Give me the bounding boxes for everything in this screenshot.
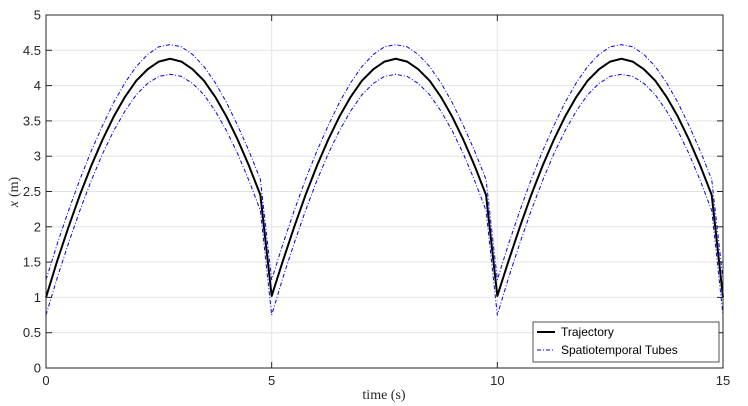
grid xyxy=(46,15,723,368)
y-tick-label-4: 2 xyxy=(34,219,41,234)
tick-labels: 0 0.5 1 1.5 2 2.5 3 3.5 4 4.5 5 0 5 10 15 xyxy=(23,8,730,389)
y-tick-label-1: 0.5 xyxy=(23,325,41,340)
y-tick-label-2: 1 xyxy=(34,290,41,305)
y-tick-label-9: 4.5 xyxy=(23,43,41,58)
y-axis-label-unit: (m) xyxy=(7,176,22,197)
x-tick-label-0: 0 xyxy=(42,373,49,388)
y-tick-label-5: 2.5 xyxy=(23,184,41,199)
y-axis-label-variable: x xyxy=(7,200,22,208)
series-line-2 xyxy=(45,73,724,316)
series-line-1 xyxy=(45,44,724,281)
y-axis-label: x (m) xyxy=(7,176,22,208)
y-tick-label-0: 0 xyxy=(34,361,41,376)
y-tick-label-6: 3 xyxy=(34,149,41,164)
series-line-0 xyxy=(45,57,724,298)
legend-label-trajectory: Trajectory xyxy=(561,325,614,339)
series-layer xyxy=(45,44,724,316)
y-tick-label-7: 3.5 xyxy=(23,113,41,128)
legend: Trajectory Spatiotemporal Tubes xyxy=(532,321,720,363)
x-axis-label: time (s) xyxy=(362,388,405,403)
legend-label-tubes: Spatiotemporal Tubes xyxy=(561,343,678,357)
x-tick-label-2: 10 xyxy=(490,373,504,388)
y-tick-label-3: 1.5 xyxy=(23,255,41,270)
legend-box xyxy=(532,321,720,363)
y-tick-label-10: 5 xyxy=(34,8,41,23)
x-tick-label-1: 5 xyxy=(268,373,275,388)
x-tick-label-3: 15 xyxy=(716,373,730,388)
y-tick-label-8: 4 xyxy=(34,78,41,93)
ticks xyxy=(45,14,724,369)
